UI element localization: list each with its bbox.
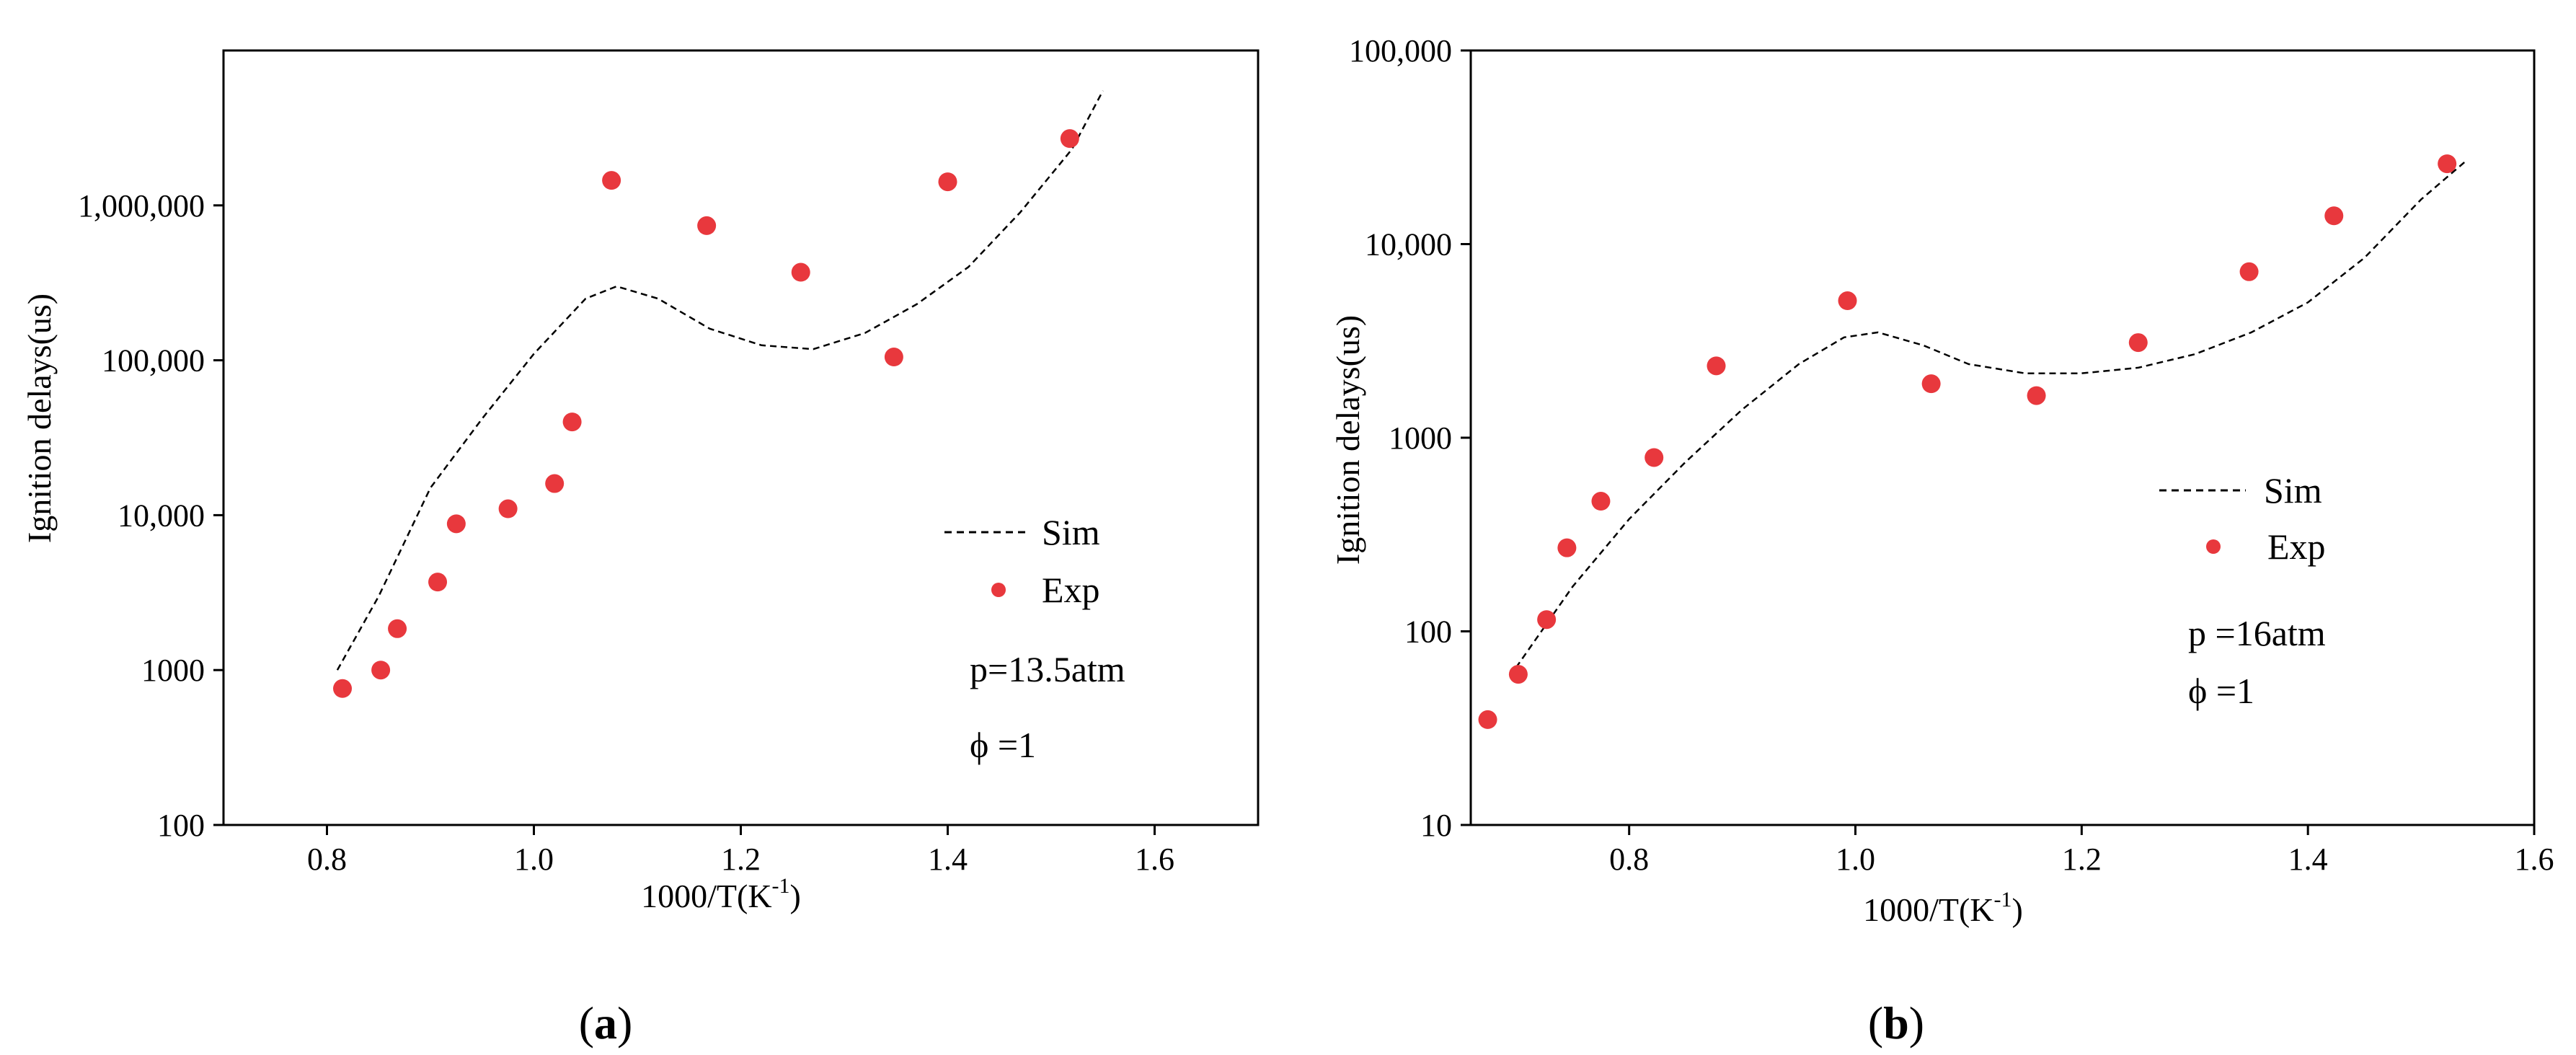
panel-b-x-tick-label: 1.4 (2288, 842, 2328, 877)
panel-a-exp-point (1060, 129, 1079, 149)
panel-a-marks (333, 90, 1104, 698)
panel-b-exp-point (1645, 448, 1664, 467)
panel-b-x-tick-label: 1.0 (1836, 842, 1875, 877)
panel-b-x-tick-label: 1.2 (2062, 842, 2102, 877)
panel-a-caption-close: ) (617, 997, 632, 1049)
panel-b-x-axis-title-end: ) (2012, 891, 2023, 928)
panel-a-exp-point (428, 573, 448, 592)
panel-b-exp-point (2324, 206, 2344, 226)
panel-b-exp-point (1478, 710, 1497, 729)
panel-a-y-tick-label: 100 (157, 808, 205, 843)
panel-a-equivalence-ratio-annotation: ϕ =1 (970, 725, 1036, 765)
panel-a-exp-point (884, 348, 903, 367)
panel-b-y-tick-label: 100,000 (1349, 33, 1452, 69)
panel-b-y-axis-title: Ignition delays(us) (1329, 315, 1366, 565)
panel-a-exp-point (791, 262, 810, 282)
panel-a-sim-line (336, 90, 1104, 671)
panel-a-x-tick-label: 1.0 (514, 842, 554, 877)
panel-b-y-tick-label: 100 (1404, 614, 1452, 650)
panel-a-x-tick-label: 1.6 (1135, 842, 1174, 877)
panel-b-exp-point (2239, 262, 2259, 281)
panel-a-exp-point (697, 216, 717, 235)
panel-a-x-axis-title-main: 1000/T(K (641, 878, 771, 914)
panel-b-marks (1478, 154, 2467, 729)
panel-b-plot-frame (1469, 49, 2536, 826)
panel-b-exp-point (1557, 538, 1577, 557)
panel-b-exp-point (1707, 356, 1726, 376)
panel-a-x-tick-label: 0.8 (307, 842, 347, 877)
panel-a-exp-point (545, 474, 565, 493)
panel-b-exp-point (2128, 333, 2148, 353)
panel-b-caption-open: ( (1868, 997, 1883, 1049)
panel-b-exp-point (1537, 610, 1557, 630)
panel-a-x-axis-title: 1000/T(K-1) (641, 874, 801, 914)
panel-a-exp-point (446, 514, 466, 534)
panel-a-ticks: 0.8 1.0 1.2 1.4 1.6 100 1000 10,000 100,000 1,000… (78, 188, 1174, 877)
panel-a-legend-exp-marker (991, 583, 1006, 597)
panel-b-y-tick-label: 10 (1420, 808, 1452, 843)
panel-b-exp-point (1508, 665, 1528, 684)
panel-b-caption-close: ) (1909, 997, 1924, 1049)
panel-a-exp-point (602, 171, 621, 190)
panel-b-legend-exp-marker (2206, 539, 2221, 554)
panel-a-exp-point (333, 679, 353, 698)
panel-b-x-axis-title-main: 1000/T(K (1863, 891, 1993, 928)
panel-b-exp-point (2027, 386, 2046, 405)
panel-b-y-tick-label: 1000 (1389, 420, 1452, 456)
panel-a-y-tick-label: 100,000 (102, 343, 205, 379)
panel-b-ticks: 0.8 1.0 1.2 1.4 1.6 10 100 1000 10,000 100,000 (1349, 33, 2554, 877)
panel-b-exp-point (1591, 492, 1611, 511)
panel-b-exp-point (1921, 374, 1941, 394)
panel-b-sim-line (1515, 159, 2467, 668)
panel-b: 0.8 1.0 1.2 1.4 1.6 10 100 1000 10,000 100,000 Ig… (1329, 33, 2554, 1049)
panel-a-y-tick-label: 1000 (141, 653, 205, 688)
panel-b-exp-point (1838, 291, 1857, 311)
panel-b-pressure-annotation: p =16atm (2188, 613, 2326, 653)
panel-a-exp-point (562, 412, 582, 432)
panel-b-x-axis-title-sup: -1 (1994, 888, 2012, 911)
panel-b-equivalence-ratio-annotation: ϕ =1 (2188, 671, 2254, 711)
panel-b-legend-exp-label: Exp (2267, 526, 2326, 567)
panel-b-x-tick-label: 1.6 (2515, 842, 2554, 877)
panel-a-exp-point (938, 172, 957, 192)
panel-a: 0.8 1.0 1.2 1.4 1.6 100 1000 10,000 100,000 1,000… (21, 49, 1260, 1049)
panel-a-caption-letter: a (594, 997, 617, 1049)
panel-a-x-axis-title-end: ) (790, 878, 801, 914)
panel-a-x-tick-label: 1.2 (721, 842, 761, 877)
panel-b-caption: (b) (1868, 997, 1924, 1049)
panel-a-y-tick-label: 1,000,000 (78, 188, 205, 224)
panel-a-y-tick-label: 10,000 (118, 498, 205, 533)
panel-a-plot-frame (222, 49, 1260, 826)
panel-a-x-axis-title-sup: -1 (772, 874, 790, 898)
panel-a-legend-sim-label: Sim (1042, 512, 1100, 552)
panel-a-caption: (a) (579, 997, 633, 1049)
panel-b-caption-letter: b (1883, 997, 1909, 1049)
panel-b-x-tick-label: 0.8 (1609, 842, 1649, 877)
panel-b-legend-sim-label: Sim (2264, 470, 2322, 511)
panel-a-pressure-annotation: p=13.5atm (970, 649, 1125, 689)
panel-a-x-tick-label: 1.4 (928, 842, 968, 877)
panel-a-legend-exp-label: Exp (1042, 570, 1100, 610)
panel-a-exp-point (498, 499, 518, 518)
panel-a-y-axis-title: Ignition delays(us) (21, 293, 58, 543)
panel-a-caption-open: ( (579, 997, 594, 1049)
panel-b-y-tick-label: 10,000 (1365, 227, 1452, 262)
panel-a-exp-point (388, 619, 407, 638)
panel-b-x-axis-title: 1000/T(K-1) (1863, 888, 2023, 928)
panel-a-exp-point (371, 661, 391, 680)
panel-b-exp-point (2438, 154, 2457, 174)
